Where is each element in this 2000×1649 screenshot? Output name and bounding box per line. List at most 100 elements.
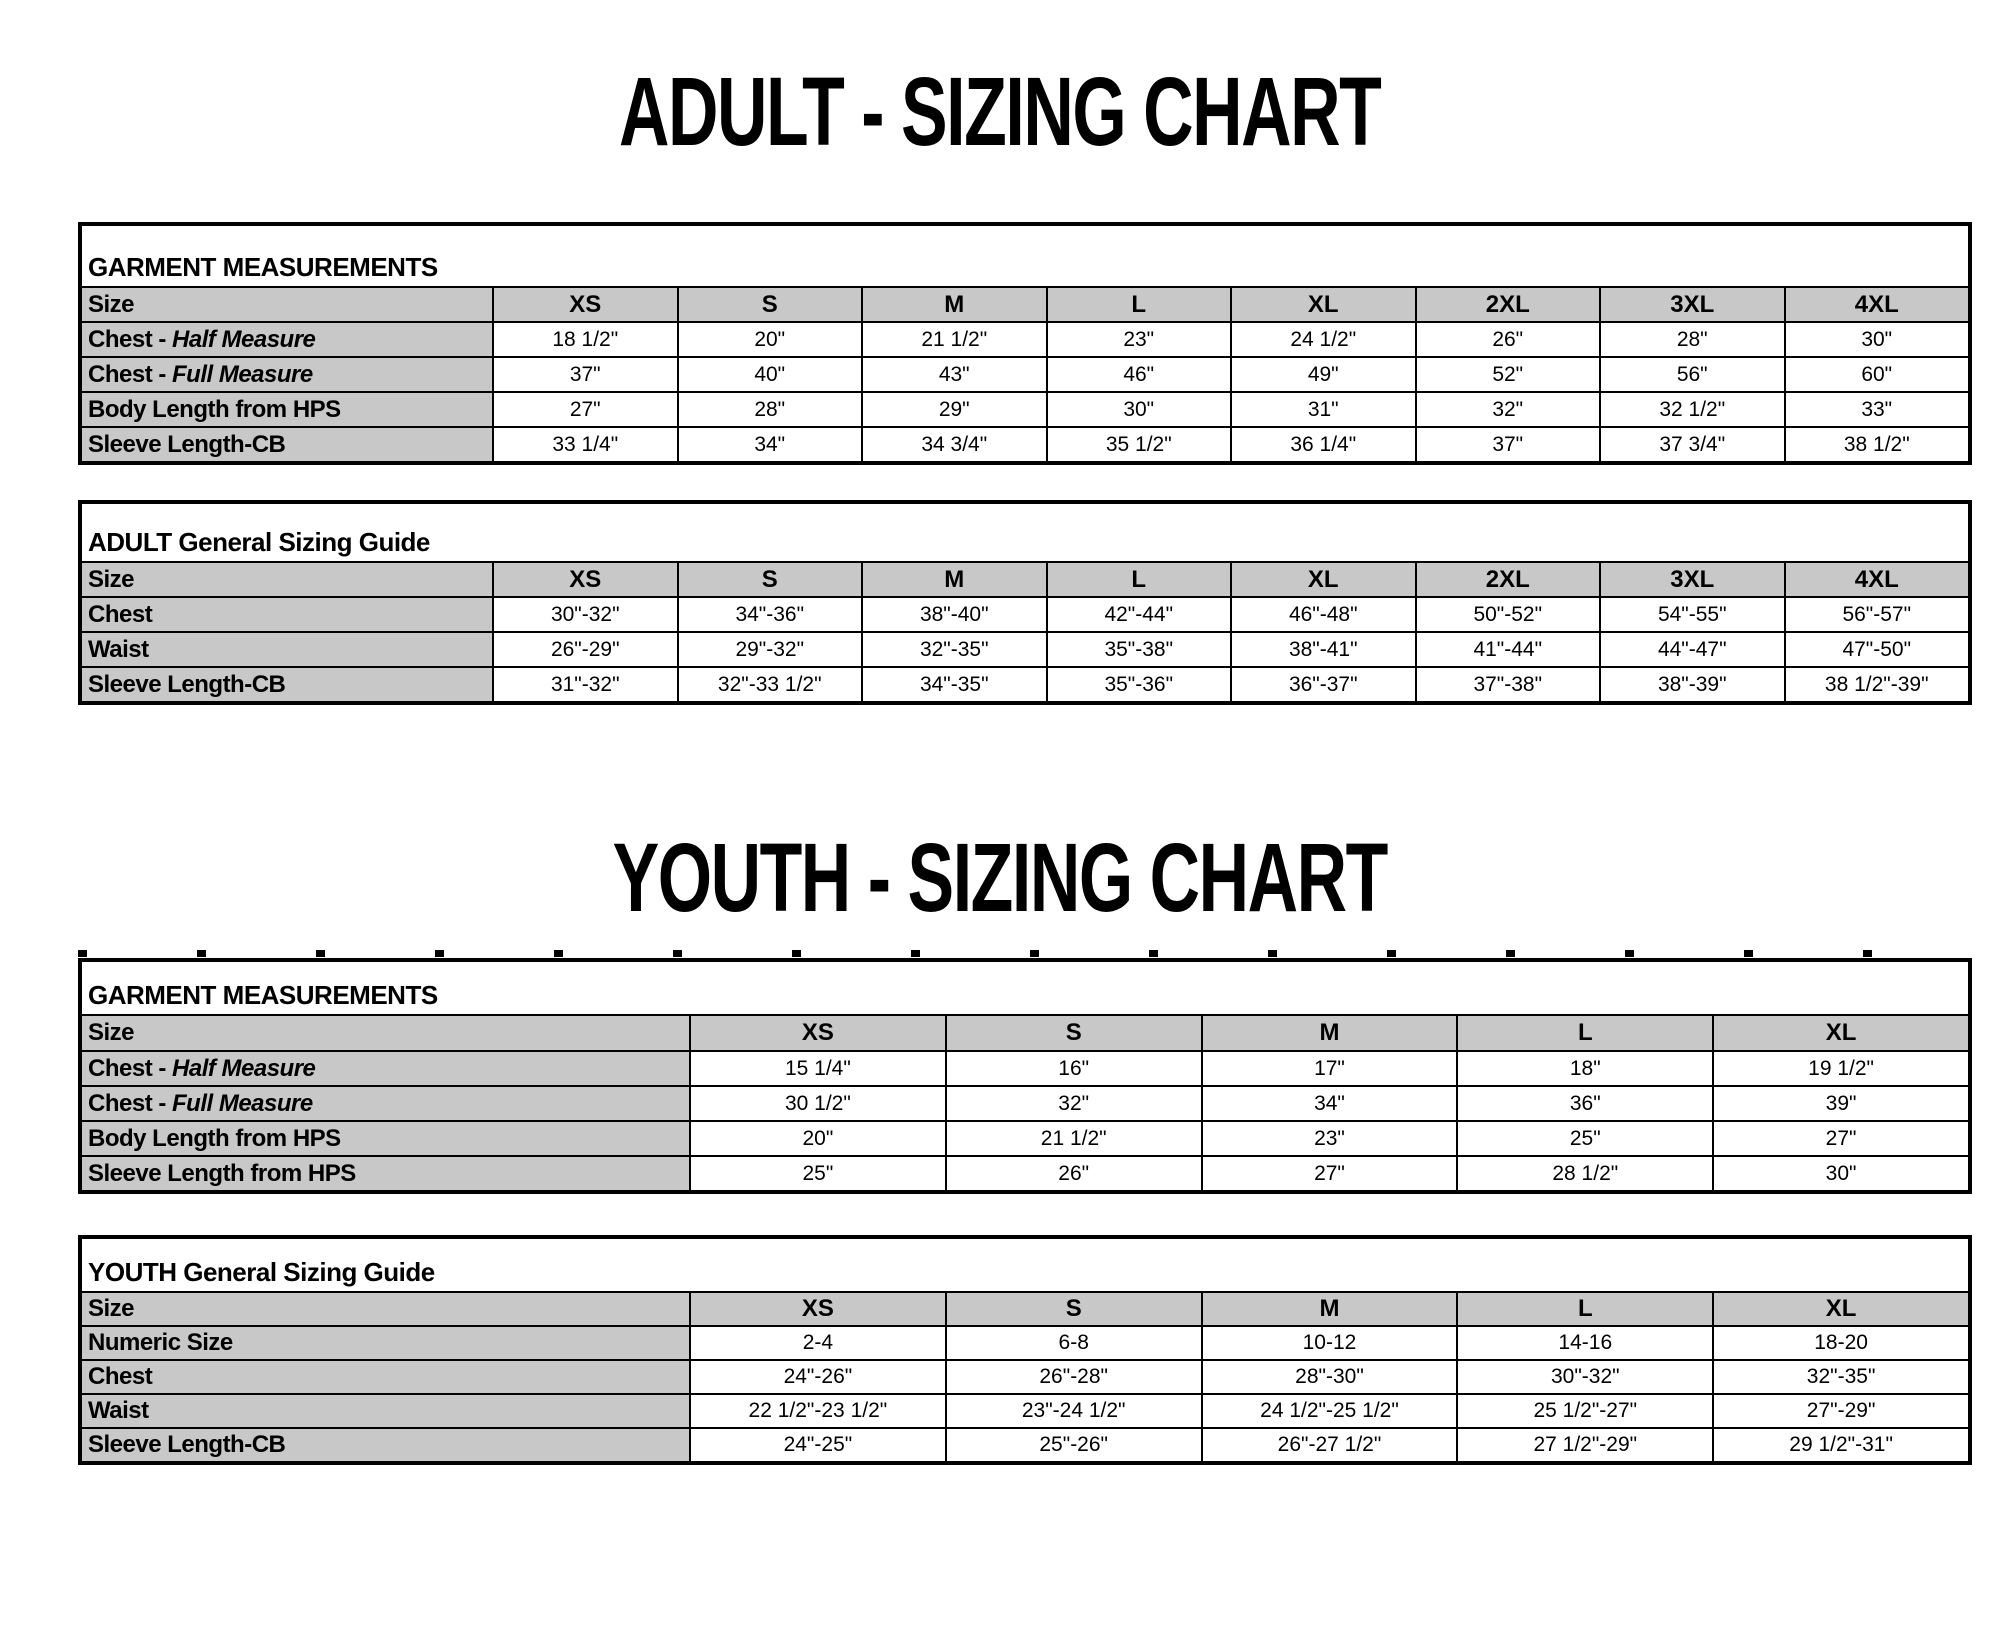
row-label: Chest	[82, 1361, 689, 1393]
measurement-value-cell: 39"	[1714, 1087, 1968, 1120]
measurement-value-cell: 6-8	[946, 1327, 1201, 1359]
row-label-emphasis: Half Measure	[172, 325, 316, 353]
measurement-value-cell: 42"-44"	[1047, 598, 1230, 631]
measurement-value-cell: 16"	[946, 1052, 1201, 1085]
measurement-value-cell: 29 1/2"-31"	[1714, 1429, 1968, 1461]
size-column-header: XS	[691, 1016, 945, 1050]
measurement-value-cell: 30"	[1785, 323, 1968, 356]
measurement-value-cell: 38 1/2"	[1785, 428, 1968, 461]
size-row-header: Size	[82, 288, 492, 321]
ruler-tick-marks	[78, 950, 1972, 957]
row-label: Sleeve Length-CB	[82, 428, 492, 461]
measurement-value-cell: 32"-35"	[1714, 1361, 1968, 1393]
row-label-text: Sleeve Length from HPS	[88, 1159, 356, 1187]
measurement-value-cell: 37"	[1416, 428, 1599, 461]
row-label: Waist	[82, 633, 492, 666]
measurement-value-cell: 46"-48"	[1232, 598, 1415, 631]
size-column-header: M	[1202, 1016, 1457, 1050]
row-label: Numeric Size	[82, 1327, 689, 1359]
measurement-value-cell: 38 1/2"-39"	[1785, 668, 1968, 701]
measurement-value-cell: 29"-32"	[678, 633, 861, 666]
table-title: ADULT General Sizing Guide	[82, 504, 1968, 561]
row-label-text: Chest	[88, 1363, 153, 1390]
row-label-text: Sleeve Length-CB	[88, 670, 286, 698]
row-label: Sleeve Length-CB	[82, 668, 492, 701]
row-label-emphasis: Full Measure	[172, 1089, 313, 1117]
row-label: Body Length from HPS	[82, 1122, 689, 1155]
size-column-header: XL	[1714, 1293, 1968, 1325]
row-label: Chest - Half Measure	[82, 1052, 689, 1085]
row-label: Chest - Full Measure	[82, 1087, 689, 1120]
measurement-value-cell: 32"-33 1/2"	[678, 668, 861, 701]
measurement-value-cell: 36"-37"	[1232, 668, 1415, 701]
measurement-value-cell: 36 1/4"	[1232, 428, 1415, 461]
measurement-value-cell: 38"-40"	[863, 598, 1046, 631]
measurement-value-cell: 25"-26"	[946, 1429, 1201, 1461]
measurement-value-cell: 38"-41"	[1232, 633, 1415, 666]
measurement-value-cell: 21 1/2"	[863, 323, 1046, 356]
row-label-emphasis: Half Measure	[172, 1054, 316, 1082]
measurement-value-cell: 34"	[678, 428, 861, 461]
size-column-header: 2XL	[1416, 563, 1599, 596]
measurement-value-cell: 34 3/4"	[863, 428, 1046, 461]
measurement-value-cell: 56"	[1601, 358, 1784, 391]
measurement-value-cell: 23"	[1202, 1122, 1457, 1155]
measurement-value-cell: 50"-52"	[1416, 598, 1599, 631]
size-column-header: 4XL	[1785, 563, 1968, 596]
size-column-header: L	[1458, 1293, 1713, 1325]
size-column-header: S	[946, 1293, 1201, 1325]
row-label-text: Chest -	[88, 325, 173, 353]
measurement-value-cell: 37"-38"	[1416, 668, 1599, 701]
measurement-value-cell: 28"-30"	[1202, 1361, 1457, 1393]
size-column-header: S	[678, 563, 861, 596]
youth-garment-measurements-table: GARMENT MEASUREMENTS Size XS S M L XL Chest - H…	[78, 958, 1972, 1194]
measurement-value-cell: 30"	[1047, 393, 1230, 426]
measurement-value-cell: 25 1/2"-27"	[1458, 1395, 1713, 1427]
row-label-text: Waist	[88, 1397, 149, 1424]
measurement-value-cell: 18 1/2"	[494, 323, 677, 356]
size-column-header: 3XL	[1601, 563, 1784, 596]
row-label-text: Sleeve Length-CB	[88, 1431, 286, 1458]
size-column-header: M	[863, 288, 1046, 321]
measurement-value-cell: 28 1/2"	[1458, 1157, 1713, 1190]
measurement-value-cell: 49"	[1232, 358, 1415, 391]
measurement-value-cell: 37 3/4"	[1601, 428, 1784, 461]
size-row-header: Size	[82, 563, 492, 596]
size-column-header: S	[946, 1016, 1201, 1050]
table-title: GARMENT MEASUREMENTS	[82, 226, 1968, 286]
youth-general-sizing-guide-table: YOUTH General Sizing Guide Size XS S M L XL Num…	[78, 1235, 1972, 1465]
measurement-value-cell: 35"-36"	[1047, 668, 1230, 701]
measurement-value-cell: 30 1/2"	[691, 1087, 945, 1120]
measurement-value-cell: 47"-50"	[1785, 633, 1968, 666]
measurement-value-cell: 27"-29"	[1714, 1395, 1968, 1427]
size-column-header: XL	[1232, 288, 1415, 321]
measurement-value-cell: 36"	[1458, 1087, 1713, 1120]
adult-garment-measurements-table: GARMENT MEASUREMENTS Size XS S M L XL 2XL 3XL 4XL…	[78, 222, 1972, 465]
row-label: Sleeve Length-CB	[82, 1429, 689, 1461]
row-label: Body Length from HPS	[82, 393, 492, 426]
measurement-value-cell: 14-16	[1458, 1327, 1713, 1359]
measurement-value-cell: 25"	[691, 1157, 945, 1190]
size-column-header: M	[863, 563, 1046, 596]
size-column-header: XL	[1714, 1016, 1968, 1050]
row-label-text: Chest	[88, 600, 153, 628]
table-title: GARMENT MEASUREMENTS	[82, 962, 1968, 1014]
measurement-value-cell: 20"	[678, 323, 861, 356]
measurement-value-cell: 19 1/2"	[1714, 1052, 1968, 1085]
adult-sizing-chart-title: ADULT - SIZING CHART	[0, 56, 2000, 168]
measurement-value-cell: 35 1/2"	[1047, 428, 1230, 461]
measurement-value-cell: 27 1/2"-29"	[1458, 1429, 1713, 1461]
row-label-text: Sleeve Length-CB	[88, 430, 286, 458]
measurement-value-cell: 31"-32"	[494, 668, 677, 701]
measurement-value-cell: 43"	[863, 358, 1046, 391]
size-row-header: Size	[82, 1016, 689, 1050]
measurement-value-cell: 34"-36"	[678, 598, 861, 631]
size-column-header: 2XL	[1416, 288, 1599, 321]
row-label-text: Chest -	[88, 1089, 173, 1117]
measurement-value-cell: 32"	[946, 1087, 1201, 1120]
size-column-header: XL	[1232, 563, 1415, 596]
measurement-value-cell: 18-20	[1714, 1327, 1968, 1359]
measurement-value-cell: 10-12	[1202, 1327, 1457, 1359]
measurement-value-cell: 26"-27 1/2"	[1202, 1429, 1457, 1461]
